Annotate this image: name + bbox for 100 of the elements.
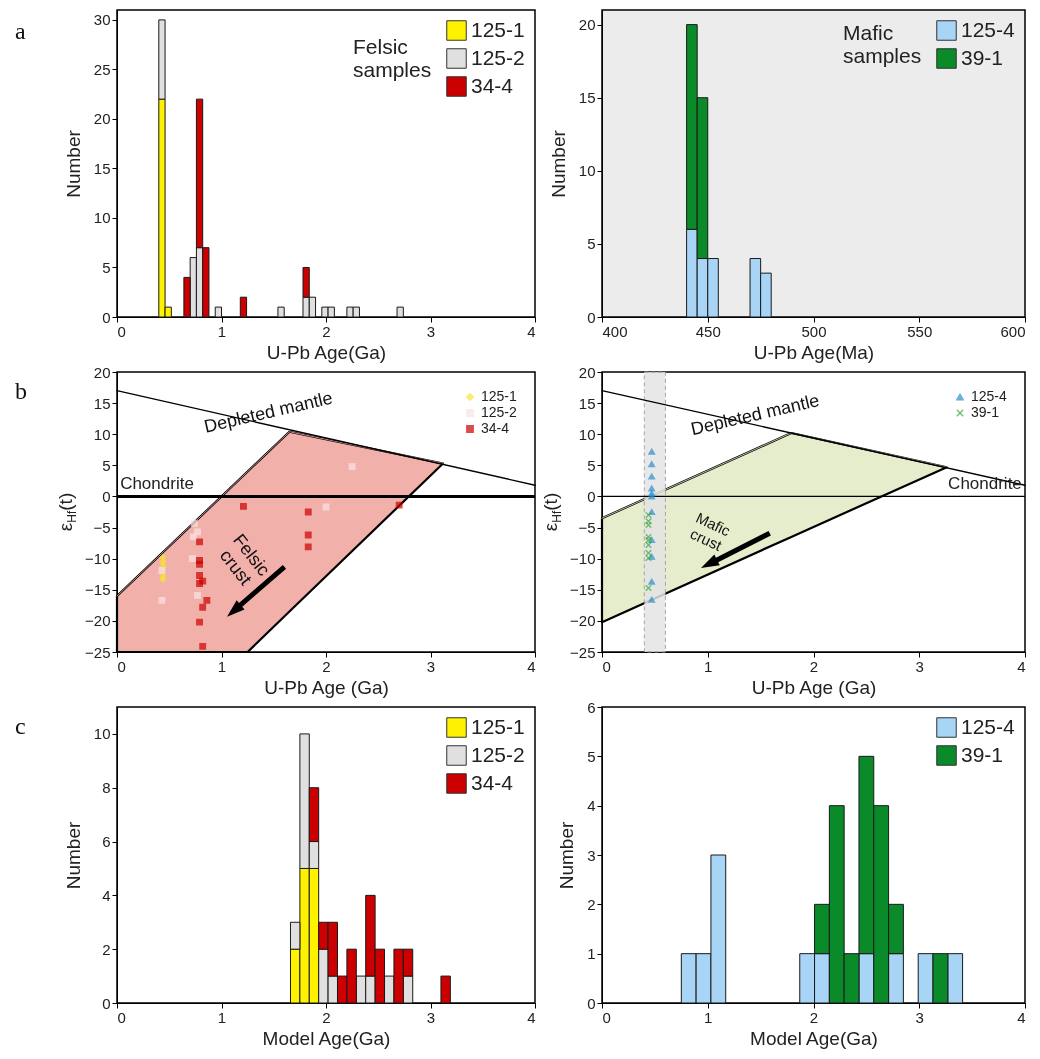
y-tick-label: 15 (578, 394, 596, 412)
x-tick-label: 4 (527, 657, 536, 675)
y-tick-label: 10 (93, 209, 111, 227)
x-tick-label: 1 (217, 322, 227, 340)
legend-label: 34-4 (471, 73, 514, 97)
legend-label: 39-1 (961, 742, 1004, 766)
y-tick-label: −5 (578, 519, 596, 537)
legend-label: 34-4 (471, 770, 514, 794)
y-tick-label: 0 (102, 994, 111, 1012)
y-tick-label: −10 (570, 550, 596, 568)
y-tick-label: 25 (93, 60, 111, 78)
x-tick-label: 4 (1017, 657, 1026, 675)
y-tick-label: 5 (102, 456, 111, 474)
x-axis-title: U-Pb Age(Ga) (266, 341, 387, 363)
y-tick-label: −20 (570, 612, 596, 630)
legend-label: 34-4 (481, 420, 510, 436)
y-tick-label: 6 (587, 698, 596, 716)
annotation: Mafic crust (687, 508, 734, 555)
legend-label: 125-2 (471, 742, 525, 766)
y-axis-title: Number (62, 129, 84, 198)
x-tick-label: 2 (322, 322, 331, 340)
x-tick-label: 2 (322, 657, 331, 675)
x-tick-label: 0 (117, 657, 126, 675)
y-tick-label: 5 (587, 456, 596, 474)
x-tick-label: 0 (117, 322, 126, 340)
x-tick-label: 1 (704, 657, 713, 675)
y-tick-label: −5 (93, 519, 111, 537)
x-tick-label: 500 (801, 322, 827, 340)
y-tick-label: 20 (93, 110, 111, 128)
y-tick-label: 1 (587, 945, 596, 963)
x-tick-label: 3 (426, 657, 436, 675)
y-tick-label: 10 (93, 425, 111, 443)
legend-label: 125-4 (961, 17, 1016, 41)
y-tick-label: 15 (93, 159, 111, 177)
y-tick-label: −15 (570, 581, 596, 599)
x-tick-label: 3 (915, 1008, 924, 1026)
x-axis-title: U-Pb Age(Ma) (753, 341, 875, 363)
x-tick-label: 3 (426, 1008, 436, 1026)
x-tick-label: 3 (915, 657, 924, 675)
x-tick-label: 1 (704, 1008, 713, 1026)
x-tick-label: 4 (527, 322, 536, 340)
y-tick-label: 3 (587, 846, 596, 864)
y-tick-label: 5 (587, 235, 596, 253)
y-tick-label: 5 (587, 747, 596, 765)
legend-title: Mafic samples (843, 21, 922, 67)
y-tick-label: 0 (587, 308, 596, 326)
y-axis-title: Number (556, 821, 578, 890)
legend-label: 125-1 (481, 388, 518, 404)
y-tick-label: 0 (587, 994, 596, 1012)
x-tick-label: 2 (322, 1008, 331, 1026)
x-tick-label: 550 (907, 322, 933, 340)
x-axis-title: Model Age(Ga) (750, 1027, 878, 1049)
legend-label: 125-1 (471, 714, 525, 738)
x-tick-label: 2 (809, 1008, 819, 1026)
y-tick-label: 30 (93, 11, 111, 29)
y-axis-title: Number (62, 821, 84, 890)
y-tick-label: 15 (578, 89, 596, 107)
x-tick-label: 0 (602, 657, 611, 675)
legend-label: 125-2 (481, 404, 518, 420)
x-tick-label: 1 (217, 657, 227, 675)
legend-label: 39-1 (961, 45, 1004, 69)
y-tick-label: 2 (102, 940, 111, 958)
annotation: Depleted mantle (202, 387, 335, 437)
annotation: Depleted mantle (689, 390, 822, 440)
legend-label: 125-4 (971, 388, 1008, 404)
y-tick-label: 0 (102, 308, 111, 326)
x-tick-label: 600 (1000, 322, 1026, 340)
y-tick-label: 20 (578, 16, 596, 34)
x-axis-title: U-Pb Age (Ga) (751, 676, 877, 698)
x-axis-title: U-Pb Age (Ga) (264, 676, 389, 698)
y-tick-label: 20 (578, 363, 596, 381)
text: b (15, 378, 27, 404)
legend-label: 39-1 (971, 404, 1000, 420)
y-tick-label: −15 (85, 581, 111, 599)
y-tick-label: 5 (102, 258, 111, 276)
y-tick-label: 10 (578, 425, 596, 443)
y-axis-title: Number (547, 129, 569, 198)
y-tick-label: 0 (587, 487, 596, 505)
x-tick-label: 0 (602, 1008, 611, 1026)
x-axis-title: Model Age(Ga) (262, 1027, 391, 1049)
legend-title: Felsic samples (353, 35, 432, 81)
x-tick-label: 400 (602, 322, 628, 340)
y-tick-label: 4 (587, 797, 596, 815)
y-tick-label: 0 (102, 487, 111, 505)
x-tick-label: 4 (527, 1008, 536, 1026)
y-tick-label: −25 (85, 643, 111, 661)
y-tick-label: −20 (85, 612, 111, 630)
text: a (15, 18, 26, 44)
ref-line-label: Chondrite (120, 474, 194, 494)
y-tick-label: 8 (102, 779, 111, 797)
y-tick-label: 20 (93, 363, 111, 381)
x-tick-label: 2 (809, 657, 819, 675)
x-tick-label: 0 (117, 1008, 126, 1026)
legend-label: 125-2 (471, 45, 525, 69)
y-tick-label: 6 (102, 833, 111, 851)
y-tick-label: 15 (93, 394, 111, 412)
x-tick-label: 4 (1017, 1008, 1026, 1026)
y-tick-label: −10 (85, 550, 111, 568)
y-tick-label: 10 (93, 725, 111, 743)
x-tick-label: 450 (695, 322, 721, 340)
